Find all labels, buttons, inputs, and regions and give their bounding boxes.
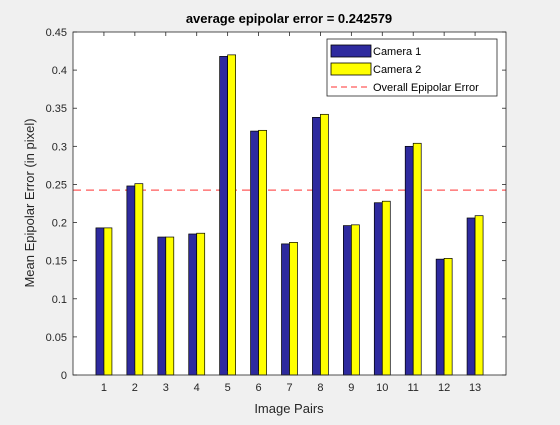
bar-camera-1-pair-10	[373, 202, 383, 376]
legend: Camera 1 Camera 2 Overall Epipolar Error	[326, 38, 498, 97]
x-tick-label-11: 11	[408, 382, 419, 394]
bar-camera-2-pair-5	[227, 54, 236, 376]
bar-camera-2-pair-1	[103, 227, 113, 376]
y-tick-label: 0.15	[46, 256, 67, 268]
y-tick-label: 0.25	[46, 179, 67, 191]
x-tick-label-1: 1	[101, 382, 107, 394]
x-tick-label-6: 6	[256, 382, 262, 394]
x-tick-label-2: 2	[132, 382, 138, 394]
bar-camera-2-pair-13	[474, 215, 484, 376]
x-tick-label-13: 13	[469, 382, 481, 394]
bar-camera-2-pair-2	[134, 183, 144, 376]
bar-camera-2-pair-12	[443, 258, 453, 376]
legend-swatch-camera-2	[330, 62, 372, 76]
bar-camera-1-pair-7	[281, 243, 290, 376]
legend-label-camera-2: Camera 2	[373, 64, 421, 76]
bar-camera-1-pair-4	[188, 233, 198, 376]
bar-camera-2-pair-3	[165, 236, 175, 376]
x-tick-label-10: 10	[376, 382, 388, 394]
bar-camera-2-pair-7	[289, 242, 298, 376]
bar-camera-1-pair-11	[404, 145, 414, 376]
bar-camera-1-pair-3	[157, 236, 167, 376]
bar-camera-1-pair-9	[343, 225, 352, 376]
bar-camera-2-pair-10	[381, 200, 391, 376]
bar-camera-1-pair-8	[312, 117, 321, 376]
y-tick-label: 0.1	[52, 294, 67, 306]
bar-camera-2-pair-11	[412, 142, 422, 376]
x-tick-label-3: 3	[163, 382, 169, 394]
x-tick-label-8: 8	[317, 382, 323, 394]
bar-camera-1-pair-13	[466, 217, 476, 376]
y-tick-label: 0.3	[52, 141, 67, 153]
x-tick-label-12: 12	[438, 382, 450, 394]
y-tick-label: 0.05	[46, 332, 67, 344]
bar-camera-2-pair-9	[351, 224, 360, 376]
bar-camera-1-pair-6	[250, 130, 259, 376]
y-axis-label: Mean Epipolar Error (in pixel)	[22, 118, 37, 287]
chart-title: average epipolar error = 0.242579	[186, 11, 392, 26]
bar-camera-1-pair-12	[435, 258, 445, 376]
legend-label-camera-1: Camera 1	[373, 46, 421, 58]
bar-camera-2-pair-4	[196, 232, 206, 376]
y-tick-label: 0.45	[46, 27, 67, 39]
bar-camera-1-pair-1	[95, 227, 105, 376]
x-tick-label-9: 9	[348, 382, 354, 394]
x-tick-label-7: 7	[286, 382, 292, 394]
bar-camera-2-pair-6	[258, 129, 267, 376]
x-axis-label: Image Pairs	[254, 401, 324, 416]
x-tick-label-5: 5	[225, 382, 231, 394]
y-tick-label: 0.4	[52, 65, 67, 77]
y-tick-label: 0.2	[52, 218, 67, 230]
bar-camera-1-pair-5	[219, 56, 228, 376]
y-tick-label: 0.35	[46, 103, 67, 115]
y-tick-label: 0	[61, 370, 67, 382]
bar-camera-1-pair-2	[126, 185, 136, 376]
legend-swatch-camera-1	[330, 44, 372, 58]
bar-camera-2-pair-8	[320, 113, 329, 376]
legend-label-overall-epipolar-error: Overall Epipolar Error	[373, 82, 479, 94]
x-tick-label-4: 4	[194, 382, 200, 394]
